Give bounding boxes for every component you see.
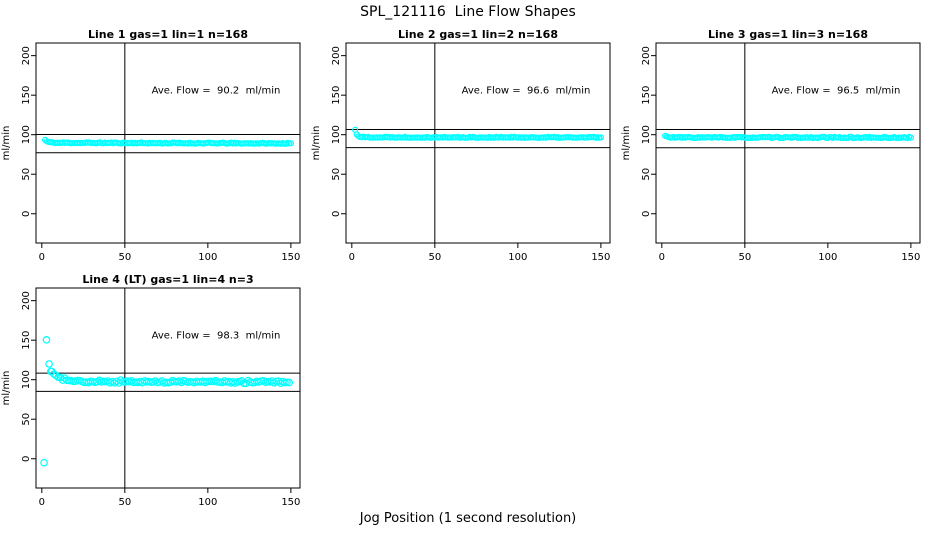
x-tick-label: 0 <box>39 252 45 263</box>
x-tick-label: 150 <box>901 252 920 263</box>
scatter-points <box>41 136 294 147</box>
x-tick-label: 100 <box>198 497 217 508</box>
x-tick-label: 100 <box>198 252 217 263</box>
x-tick-label: 50 <box>118 497 131 508</box>
ave-flow-annotation: Ave. Flow = 96.6 ml/min <box>461 85 591 97</box>
plot-area-line-1: 0 50 100 150 200 0 50 100 150 ml/min <box>0 23 310 273</box>
y-tick-label: 50 <box>21 413 32 426</box>
scatter-points <box>661 132 914 142</box>
y-tick-label: 50 <box>21 168 32 181</box>
y-tick-label: 150 <box>641 86 652 105</box>
y-tick-label: 150 <box>331 86 342 105</box>
plot-box <box>35 287 301 489</box>
subplot-title: Line 3 gas=1 lin=3 n=168 <box>707 28 868 41</box>
x-tick-label: 150 <box>281 497 300 508</box>
subplot-title: Line 1 gas=1 lin=1 n=168 <box>87 28 248 41</box>
x-tick-label: 0 <box>349 252 355 263</box>
y-tick-label: 100 <box>641 125 652 144</box>
x-tick-label: 50 <box>428 252 441 263</box>
y-tick-label: 100 <box>21 370 32 389</box>
ave-flow-annotation: Ave. Flow = 98.3 ml/min <box>151 330 281 342</box>
subplot-title: Line 2 gas=1 lin=2 n=168 <box>397 28 558 41</box>
x-tick-label: 100 <box>818 252 837 263</box>
subplot-line-1: 0 50 100 150 200 0 50 100 150 ml/min Line 1 gas=1… <box>0 23 310 273</box>
y-tick-label: 200 <box>641 46 652 65</box>
plot-area-line-4: 0 50 100 150 200 0 50 100 150 ml/min <box>0 268 310 518</box>
y-axis-label: ml/min <box>1 126 12 161</box>
y-tick-label: 150 <box>21 86 32 105</box>
y-tick-label: 100 <box>21 125 32 144</box>
plot-box <box>35 42 301 244</box>
y-tick-label: 0 <box>641 211 652 217</box>
subplot-line-3: 0 50 100 150 200 0 50 100 150 ml/min Line 3 gas=1… <box>620 23 930 273</box>
y-tick-label: 200 <box>21 291 32 310</box>
plot-area-line-2: 0 50 100 150 200 0 50 100 150 ml/min <box>310 23 620 273</box>
y-tick-label: 0 <box>331 211 342 217</box>
y-tick-label: 100 <box>331 125 342 144</box>
plot-svg: 0 50 100 150 200 0 50 100 150 ml/min <box>1 287 301 508</box>
x-tick-label: 50 <box>118 252 131 263</box>
y-tick-label: 50 <box>331 168 342 181</box>
y-axis-label: ml/min <box>621 126 632 161</box>
plot-box <box>655 42 921 244</box>
plot-svg: 0 50 100 150 200 0 50 100 150 ml/min <box>311 42 611 263</box>
plot-svg: 0 50 100 150 200 0 50 100 150 ml/min <box>1 42 301 263</box>
subplot-title: Line 4 (LT) gas=1 lin=4 n=3 <box>82 273 254 286</box>
y-tick-label: 200 <box>21 46 32 65</box>
y-tick-label: 0 <box>21 211 32 217</box>
x-tick-label: 150 <box>281 252 300 263</box>
y-axis-label: ml/min <box>1 371 12 406</box>
plot-box <box>345 42 611 244</box>
y-tick-label: 0 <box>21 456 32 462</box>
subplot-line-2: 0 50 100 150 200 0 50 100 150 ml/min Line 2 gas=1… <box>310 23 620 273</box>
y-tick-label: 150 <box>21 331 32 350</box>
ave-flow-annotation: Ave. Flow = 96.5 ml/min <box>771 85 901 97</box>
scatter-points <box>351 126 604 142</box>
scatter-points <box>40 336 294 467</box>
figure-title: SPL_121116 Line Flow Shapes <box>360 4 576 20</box>
x-tick-label: 0 <box>39 497 45 508</box>
plot-svg: 0 50 100 150 200 0 50 100 150 ml/min <box>621 42 921 263</box>
y-tick-label: 50 <box>641 168 652 181</box>
x-axis-label: Jog Position (1 second resolution) <box>359 511 577 526</box>
subplot-line-4: 0 50 100 150 200 0 50 100 150 ml/min Line 4 (LT) … <box>0 268 310 518</box>
y-axis-label: ml/min <box>311 126 322 161</box>
y-tick-label: 200 <box>331 46 342 65</box>
x-tick-label: 0 <box>659 252 665 263</box>
x-tick-label: 100 <box>508 252 527 263</box>
plot-area-line-3: 0 50 100 150 200 0 50 100 150 ml/min <box>620 23 930 273</box>
ave-flow-annotation: Ave. Flow = 90.2 ml/min <box>151 85 281 97</box>
x-tick-label: 150 <box>591 252 610 263</box>
x-tick-label: 50 <box>738 252 751 263</box>
